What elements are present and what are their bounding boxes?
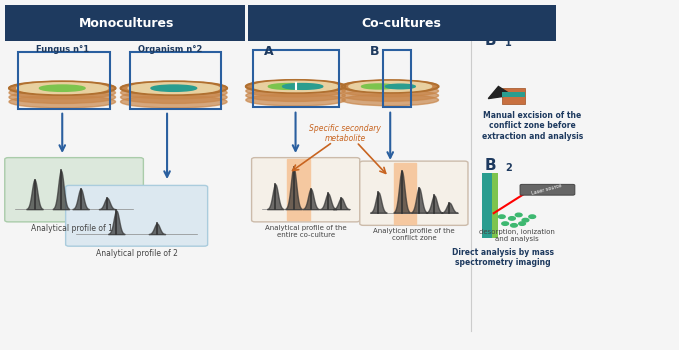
Circle shape: [511, 224, 517, 227]
Bar: [492, 173, 498, 238]
Ellipse shape: [9, 82, 115, 95]
Bar: [384, 50, 411, 107]
Text: Analytical profile of 1: Analytical profile of 1: [31, 224, 113, 233]
Text: 2: 2: [505, 163, 512, 173]
Text: Analytical profile of the
entire co-culture: Analytical profile of the entire co-cult…: [265, 225, 346, 238]
Ellipse shape: [9, 96, 115, 108]
Bar: [481, 173, 494, 238]
Ellipse shape: [121, 96, 227, 108]
Bar: [249, 5, 556, 41]
Ellipse shape: [9, 86, 115, 99]
Ellipse shape: [361, 84, 396, 89]
Text: Analytical profile of 2: Analytical profile of 2: [96, 248, 178, 258]
Ellipse shape: [386, 84, 416, 89]
Text: Analytical profile of the
conflict zone: Analytical profile of the conflict zone: [373, 228, 455, 241]
Ellipse shape: [39, 85, 85, 91]
Ellipse shape: [282, 84, 323, 89]
Bar: [502, 88, 526, 104]
FancyBboxPatch shape: [360, 161, 468, 225]
Text: 1: 1: [505, 38, 512, 48]
Circle shape: [519, 222, 526, 225]
Ellipse shape: [342, 94, 439, 106]
Ellipse shape: [121, 91, 227, 104]
Ellipse shape: [121, 86, 227, 99]
Ellipse shape: [342, 90, 439, 101]
Bar: [5, 5, 245, 41]
Ellipse shape: [121, 82, 227, 95]
Circle shape: [515, 213, 522, 217]
Text: desorption, ionization
and analysis: desorption, ionization and analysis: [479, 229, 555, 242]
Ellipse shape: [246, 94, 345, 106]
Text: A: A: [263, 45, 274, 58]
Ellipse shape: [268, 84, 308, 89]
Ellipse shape: [151, 85, 197, 91]
Ellipse shape: [342, 80, 439, 93]
Bar: [253, 50, 340, 107]
FancyBboxPatch shape: [66, 186, 208, 246]
Text: B: B: [485, 158, 496, 173]
Circle shape: [529, 215, 536, 218]
Text: Monocultures: Monocultures: [79, 17, 175, 30]
FancyBboxPatch shape: [252, 158, 360, 222]
Ellipse shape: [246, 85, 345, 97]
Bar: [502, 92, 526, 97]
Bar: [287, 159, 310, 220]
Polygon shape: [488, 86, 512, 99]
Ellipse shape: [16, 83, 108, 93]
Bar: [394, 163, 416, 224]
Bar: [130, 52, 221, 109]
Circle shape: [498, 215, 505, 218]
Ellipse shape: [253, 81, 338, 92]
Ellipse shape: [246, 90, 345, 102]
Text: Manual excision of the
conflict zone before
extraction and analysis: Manual excision of the conflict zone bef…: [481, 111, 583, 141]
Text: B: B: [485, 33, 496, 48]
Text: Laser source: Laser source: [532, 183, 563, 196]
Text: Fungus n°1: Fungus n°1: [36, 45, 89, 54]
Ellipse shape: [246, 80, 345, 93]
Circle shape: [502, 222, 509, 225]
Bar: [18, 52, 109, 109]
Ellipse shape: [9, 91, 115, 104]
FancyBboxPatch shape: [520, 184, 575, 195]
Text: Organism n°2: Organism n°2: [139, 45, 202, 54]
Ellipse shape: [128, 83, 219, 93]
Ellipse shape: [349, 82, 432, 91]
Text: Direct analysis by mass
spectrometry imaging: Direct analysis by mass spectrometry ima…: [452, 248, 554, 267]
Circle shape: [522, 218, 529, 222]
Circle shape: [509, 217, 515, 220]
Ellipse shape: [342, 85, 439, 97]
FancyBboxPatch shape: [5, 158, 143, 222]
Text: Specific secondary
metabolite: Specific secondary metabolite: [309, 124, 381, 143]
Text: Co-cultures: Co-cultures: [362, 17, 441, 30]
Text: B: B: [370, 45, 380, 58]
